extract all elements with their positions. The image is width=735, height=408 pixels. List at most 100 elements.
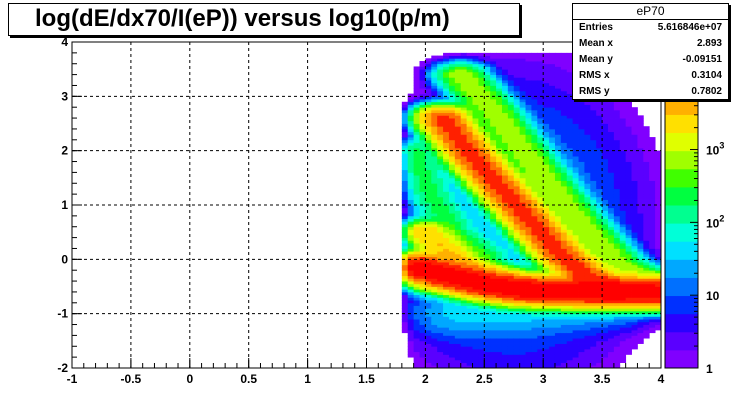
heatmap-cell bbox=[566, 115, 574, 119]
heatmap-cell bbox=[578, 267, 585, 271]
heatmap-cell bbox=[596, 262, 603, 266]
heatmap-cell bbox=[478, 213, 485, 217]
heatmap-cell bbox=[443, 52, 450, 56]
heatmap-cell bbox=[466, 221, 473, 225]
heatmap-cell bbox=[454, 128, 462, 133]
heatmap-cell bbox=[607, 120, 615, 124]
heatmap-cell bbox=[501, 128, 509, 133]
heatmap-cell bbox=[566, 286, 574, 290]
heatmap-cell bbox=[543, 319, 550, 323]
heatmap-cell bbox=[643, 286, 650, 290]
heatmap-cell bbox=[513, 145, 521, 149]
heatmap-cell bbox=[478, 232, 485, 236]
heatmap-cell bbox=[619, 218, 627, 222]
heatmap-cell bbox=[466, 313, 473, 317]
heatmap-cell bbox=[496, 240, 503, 244]
heatmap-cell bbox=[454, 278, 462, 282]
heatmap-cell bbox=[484, 338, 491, 342]
heatmap-cell bbox=[519, 300, 526, 304]
heatmap-cell bbox=[566, 96, 574, 100]
heatmap-cell bbox=[602, 259, 609, 263]
heatmap-cell bbox=[531, 145, 538, 149]
heatmap-cell bbox=[584, 283, 591, 287]
heatmap-cell bbox=[531, 139, 538, 143]
heatmap-cell bbox=[613, 156, 621, 160]
heatmap-cell bbox=[625, 291, 632, 296]
heatmap-cell bbox=[613, 218, 621, 222]
heatmap-cell bbox=[431, 310, 438, 315]
heatmap-cell bbox=[525, 275, 532, 279]
heatmap-cell bbox=[437, 112, 444, 116]
heatmap-cell bbox=[431, 202, 438, 206]
heatmap-cell bbox=[525, 69, 532, 73]
heatmap-cell bbox=[566, 169, 574, 173]
heatmap-cell bbox=[631, 139, 638, 143]
heatmap-cell bbox=[554, 90, 562, 95]
heatmap-cell bbox=[496, 237, 503, 241]
heatmap-cell bbox=[507, 245, 515, 249]
heatmap-cell bbox=[501, 256, 509, 260]
heatmap-cell bbox=[560, 74, 568, 78]
heatmap-cell bbox=[602, 262, 609, 266]
heatmap-cell bbox=[637, 272, 644, 277]
heatmap-cell bbox=[419, 90, 426, 95]
heatmap-cell bbox=[507, 224, 515, 228]
heatmap-cell bbox=[531, 248, 538, 252]
heatmap-cell bbox=[531, 243, 538, 247]
heatmap-cell bbox=[484, 120, 491, 124]
heatmap-cell bbox=[625, 335, 632, 339]
heatmap-cell bbox=[448, 169, 456, 173]
heatmap-cell bbox=[454, 343, 462, 347]
heatmap-cell bbox=[448, 69, 456, 73]
heatmap-cell bbox=[437, 245, 444, 249]
heatmap-cell bbox=[478, 305, 485, 309]
heatmap-cell bbox=[519, 166, 526, 171]
heatmap-cell bbox=[443, 294, 450, 298]
heatmap-cell bbox=[437, 305, 444, 309]
heatmap-cell bbox=[549, 272, 556, 277]
palette-segment bbox=[665, 223, 698, 242]
heatmap-cell bbox=[531, 134, 538, 138]
heatmap-cell bbox=[401, 294, 409, 298]
heatmap-cell bbox=[643, 275, 650, 279]
heatmap-cell bbox=[596, 278, 603, 282]
heatmap-cell bbox=[490, 183, 497, 187]
heatmap-cell bbox=[413, 134, 420, 138]
heatmap-cell bbox=[596, 161, 603, 165]
heatmap-cell bbox=[496, 188, 503, 192]
heatmap-cell bbox=[549, 205, 556, 209]
heatmap-cell bbox=[443, 357, 450, 361]
heatmap-cell bbox=[607, 202, 615, 206]
heatmap-cell bbox=[454, 74, 462, 78]
heatmap-cell bbox=[525, 348, 532, 353]
heatmap-cell bbox=[596, 232, 603, 236]
heatmap-cell bbox=[543, 359, 550, 363]
heatmap-cell bbox=[572, 313, 579, 317]
heatmap-cell bbox=[513, 354, 521, 358]
heatmap-cell bbox=[472, 99, 479, 103]
heatmap-cell bbox=[543, 77, 550, 81]
heatmap-cell bbox=[513, 313, 521, 317]
heatmap-cell bbox=[560, 93, 568, 97]
heatmap-cell bbox=[655, 243, 662, 247]
heatmap-cell bbox=[501, 123, 509, 127]
heatmap-cell bbox=[560, 294, 568, 298]
heatmap-cell bbox=[578, 128, 585, 133]
heatmap-cell bbox=[478, 215, 485, 219]
heatmap-cell bbox=[649, 232, 656, 236]
heatmap-cell bbox=[525, 183, 532, 187]
heatmap-cell bbox=[496, 348, 503, 353]
heatmap-cell bbox=[431, 343, 438, 347]
heatmap-cell bbox=[437, 145, 444, 149]
heatmap-cell bbox=[478, 289, 485, 293]
heatmap-cell bbox=[560, 335, 568, 339]
heatmap-cell bbox=[401, 281, 409, 285]
heatmap-cell bbox=[578, 313, 585, 317]
heatmap-cell bbox=[613, 319, 621, 323]
heatmap-cell bbox=[460, 218, 468, 222]
heatmap-cell bbox=[478, 58, 485, 62]
heatmap-cell bbox=[519, 224, 526, 228]
heatmap-cell bbox=[496, 275, 503, 279]
heatmap-cell bbox=[613, 172, 621, 176]
heatmap-cell bbox=[507, 115, 515, 119]
